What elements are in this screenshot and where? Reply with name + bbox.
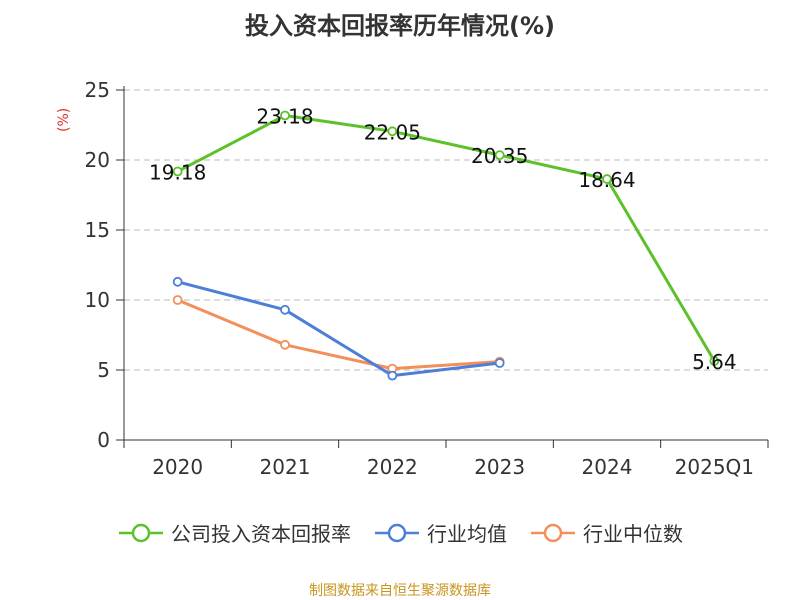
- data-point-s2-2020: [172, 295, 183, 305]
- data-point-s0-2021: [280, 110, 290, 121]
- y-tick-label-10: 10: [85, 288, 110, 312]
- data-label-s0-2021: 23.18: [256, 104, 313, 128]
- x-tick-label-2022: 2022: [367, 455, 418, 479]
- series-line-1: [177, 280, 500, 378]
- data-point-s1-2020: [172, 276, 183, 287]
- data-label-s0-2022: 22.05: [364, 120, 421, 144]
- legend: 公司投入资本回报率 行业均值 行业中位数: [0, 518, 800, 547]
- data-label-s0-2024: 18.64: [578, 168, 635, 192]
- legend-label-company-roic: 公司投入资本回报率: [171, 522, 351, 546]
- source-note: 制图数据来自恒生聚源数据库: [309, 583, 491, 599]
- y-tick-label-15: 15: [85, 218, 110, 242]
- x-tick-label-2024: 2024: [582, 455, 633, 479]
- series-line-2: [177, 298, 500, 371]
- data-point-s0-2022: [387, 126, 398, 137]
- data-point-s1-2023: [494, 358, 505, 368]
- data-point-s0-2025Q1: [709, 356, 720, 366]
- x-tick-label-2021: 2021: [260, 455, 311, 479]
- axes: 0 5 10 15 20 25 2020 2021 2022 2023 2024 2025Q1: [85, 78, 769, 479]
- series-lines: [172, 110, 720, 381]
- legend-marker-industry-mean: [375, 523, 419, 542]
- x-tick-label-2020: 2020: [152, 455, 203, 479]
- y-tick-label-0: 0: [97, 428, 110, 452]
- legend-item-company-roic[interactable]: 公司投入资本回报率: [117, 518, 351, 547]
- y-tick-label-20: 20: [85, 148, 110, 172]
- y-tick-label-5: 5: [97, 358, 110, 382]
- legend-marker-industry-median: [531, 523, 575, 542]
- data-label-s0-2023: 20.35: [471, 144, 528, 168]
- data-point-s1-2021: [280, 304, 290, 315]
- x-tick-label-2025Q1: 2025Q1: [675, 455, 754, 479]
- data-point-s0-2023: [494, 150, 505, 161]
- gridlines: [124, 89, 768, 371]
- data-label-s0-2025Q1: 5.64: [692, 350, 737, 374]
- legend-item-industry-median[interactable]: 行业中位数: [529, 518, 683, 547]
- chart-title: 投入资本回报率历年情况(%): [245, 12, 555, 40]
- data-point-s0-2020: [172, 166, 183, 177]
- y-tick-label-25: 25: [85, 78, 110, 102]
- data-point-s1-2022: [387, 370, 398, 381]
- data-label-s0-2020: 19.18: [149, 160, 206, 184]
- legend-item-industry-mean[interactable]: 行业均值: [373, 518, 507, 547]
- legend-label-industry-median: 行业中位数: [583, 522, 683, 546]
- data-point-s0-2024: [602, 174, 612, 184]
- data-point-s2-2021: [280, 339, 290, 350]
- series-line-0: [176, 113, 716, 362]
- legend-marker-company-roic: [119, 523, 163, 542]
- x-tick-label-2023: 2023: [474, 455, 525, 479]
- legend-label-industry-mean: 行业均值: [427, 522, 507, 546]
- data-labels: 19.18 23.18 22.05 20.35 18.64 5.64: [149, 104, 737, 374]
